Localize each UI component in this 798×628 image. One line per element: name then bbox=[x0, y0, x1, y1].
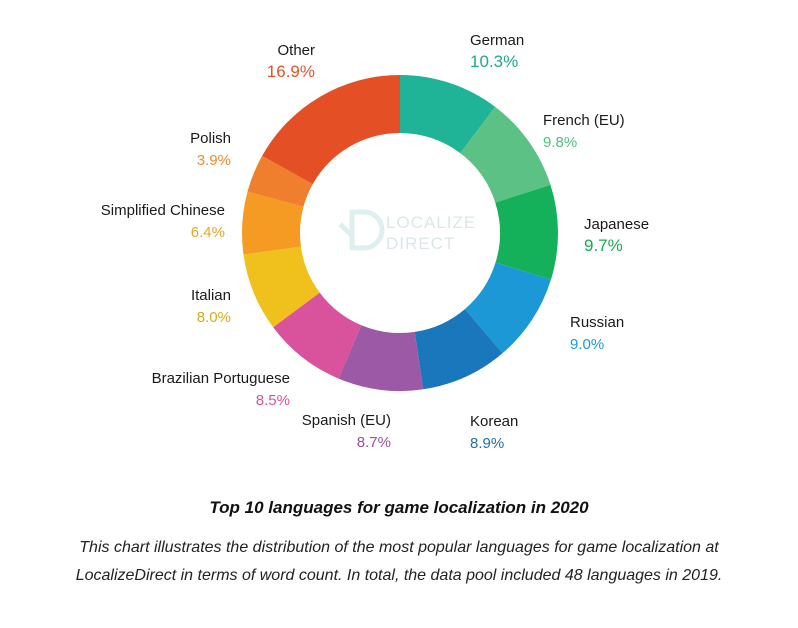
value-label-italian: 8.0% bbox=[197, 309, 231, 326]
label-japanese: Japanese bbox=[584, 216, 649, 233]
value-label-brazilian-portuguese: 8.5% bbox=[256, 392, 290, 409]
slice-korean bbox=[414, 309, 503, 390]
slice-simplified-chinese bbox=[242, 191, 304, 255]
slice-german bbox=[400, 75, 496, 154]
watermark-line-1: LOCALIZE bbox=[386, 213, 476, 232]
label-french-eu: French (EU) bbox=[543, 112, 625, 129]
chart-slices bbox=[242, 75, 559, 391]
chart-labels: German 10.3% French (EU) 9.8% Japanese 9.7% Ru… bbox=[101, 32, 649, 452]
chart-caption-title: Top 10 languages for game localization i… bbox=[209, 498, 589, 517]
value-label-other: 16.9% bbox=[267, 62, 315, 81]
label-italian: Italian bbox=[191, 287, 231, 304]
slice-italian bbox=[243, 246, 320, 328]
label-spanish-eu: Spanish (EU) bbox=[302, 412, 391, 429]
slice-other bbox=[262, 75, 400, 185]
watermark-line-2: DIRECT bbox=[386, 234, 455, 253]
label-german: German bbox=[470, 32, 524, 49]
slice-spanish-eu bbox=[338, 325, 424, 391]
label-other: Other bbox=[277, 42, 315, 59]
value-label-korean: 8.9% bbox=[470, 435, 504, 452]
value-label-russian: 9.0% bbox=[570, 336, 604, 353]
label-brazilian-portuguese: Brazilian Portuguese bbox=[152, 370, 290, 387]
label-simplified-chinese: Simplified Chinese bbox=[101, 202, 225, 219]
value-label-spanish-eu: 8.7% bbox=[357, 434, 391, 451]
value-label-simplified-chinese: 6.4% bbox=[191, 224, 225, 241]
chart-caption-text: This chart illustrates the distribution … bbox=[75, 539, 723, 584]
watermark-logo: LOCALIZE DIRECT bbox=[338, 209, 476, 253]
value-label-french-eu: 9.8% bbox=[543, 134, 577, 151]
donut-chart: LOCALIZE DIRECT German 10.3% French (EU) 9.… bbox=[101, 32, 649, 452]
slice-brazilian-portuguese bbox=[273, 292, 362, 379]
slice-polish bbox=[247, 155, 313, 207]
slice-russian bbox=[464, 262, 551, 354]
label-russian: Russian bbox=[570, 314, 624, 331]
label-korean: Korean bbox=[470, 413, 518, 430]
value-label-german: 10.3% bbox=[470, 52, 518, 71]
logo-mark-icon bbox=[338, 209, 385, 251]
label-polish: Polish bbox=[190, 130, 231, 147]
value-label-polish: 3.9% bbox=[197, 152, 231, 169]
slice-japanese bbox=[495, 184, 559, 280]
slice-french-eu bbox=[460, 106, 551, 203]
value-label-japanese: 9.7% bbox=[584, 236, 623, 255]
